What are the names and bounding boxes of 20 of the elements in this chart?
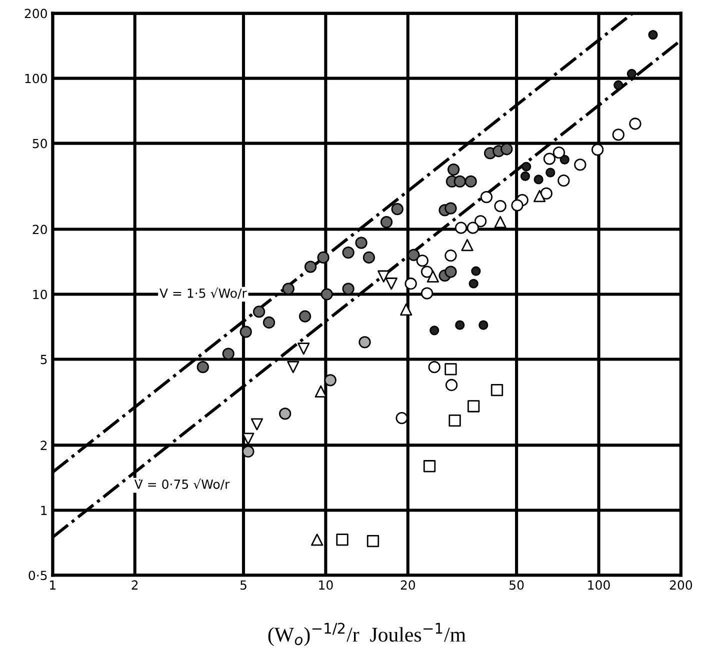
y-tick-label: 1 (41, 506, 47, 515)
x-tick-label: 20 (400, 580, 416, 590)
x-tick-label: 200 (670, 580, 692, 590)
y-tick-label: 10 (33, 290, 47, 300)
annotation: V = 1·5 √Wo/r (160, 288, 247, 299)
annotation: V̇ = 0·75 √Wo/r (134, 478, 230, 490)
x-tick-label: 10 (319, 580, 333, 590)
y-tick-label: 20 (32, 224, 47, 234)
x-tick-label: 2 (132, 580, 138, 590)
x-axis-title: (W$_{o}$)$^{−1/2}$/r Joules$^{−1}$/m (268, 622, 466, 646)
y-tick-label: 100 (25, 74, 47, 84)
y-tick-label: 200 (24, 8, 47, 18)
x-tick-label: 100 (588, 580, 610, 590)
y-tick-label: 5 (40, 354, 47, 364)
x-tick-label: 1 (50, 580, 56, 590)
y-tick-label: 50 (32, 138, 47, 148)
y-tick-label: 2 (40, 440, 47, 450)
x-tick-label: 5 (240, 580, 246, 590)
y-tick-label: 0·5 (28, 570, 47, 580)
x-tick-label: 50 (510, 580, 524, 590)
